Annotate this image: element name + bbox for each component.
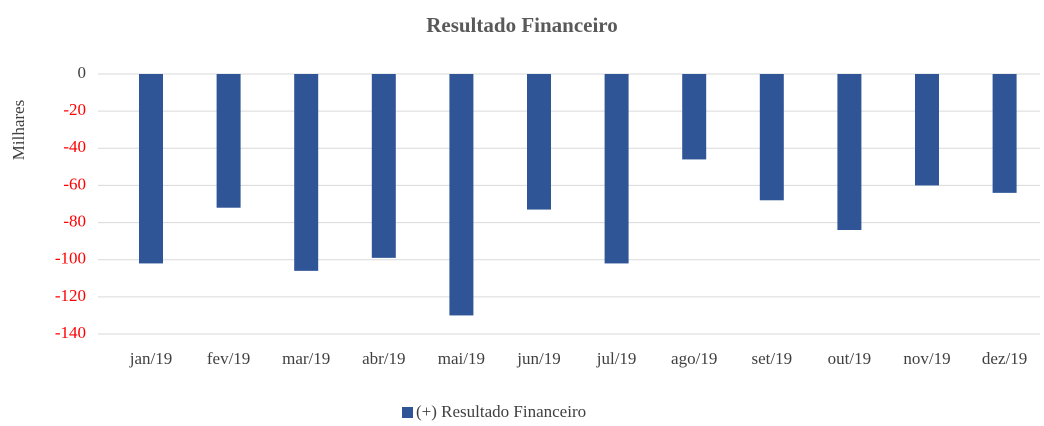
bar [682,74,707,160]
chart-title: Resultado Financeiro [426,13,618,37]
y-tick-label: -140 [55,323,86,342]
bar [604,74,629,264]
legend-label: (+) Resultado Financeiro [416,402,586,421]
y-tick-label: -20 [63,100,86,119]
legend-swatch [402,407,413,418]
y-tick-label: -80 [63,211,86,230]
y-tick-label: -60 [63,174,86,193]
x-tick-label: abr/19 [362,349,405,368]
y-tick-label: 0 [78,63,87,82]
x-tick-label: nov/19 [903,349,950,368]
x-tick-label: mai/19 [438,349,485,368]
bar [527,74,551,210]
x-tick-label: set/19 [751,349,792,368]
bar [837,74,862,230]
bar [449,74,474,316]
bar [371,74,396,258]
y-tick-label: -40 [63,137,86,156]
x-tick-label: dez/19 [982,349,1027,368]
bar [759,74,784,201]
x-tick-label: jul/19 [596,349,637,368]
x-tick-label: jan/19 [129,349,173,368]
bar [139,74,163,264]
bar [294,74,319,271]
x-tick-label: out/19 [828,349,871,368]
y-tick-label: -100 [55,249,86,268]
x-tick-label: jun/19 [516,349,560,368]
bar [216,74,241,208]
bar [915,74,939,186]
y-axis-title: Milhares [9,100,28,160]
bar [992,74,1017,193]
x-tick-label: mar/19 [282,349,330,368]
y-tick-label: -120 [55,286,86,305]
x-tick-label: fev/19 [207,349,250,368]
x-tick-label: ago/19 [671,349,717,368]
